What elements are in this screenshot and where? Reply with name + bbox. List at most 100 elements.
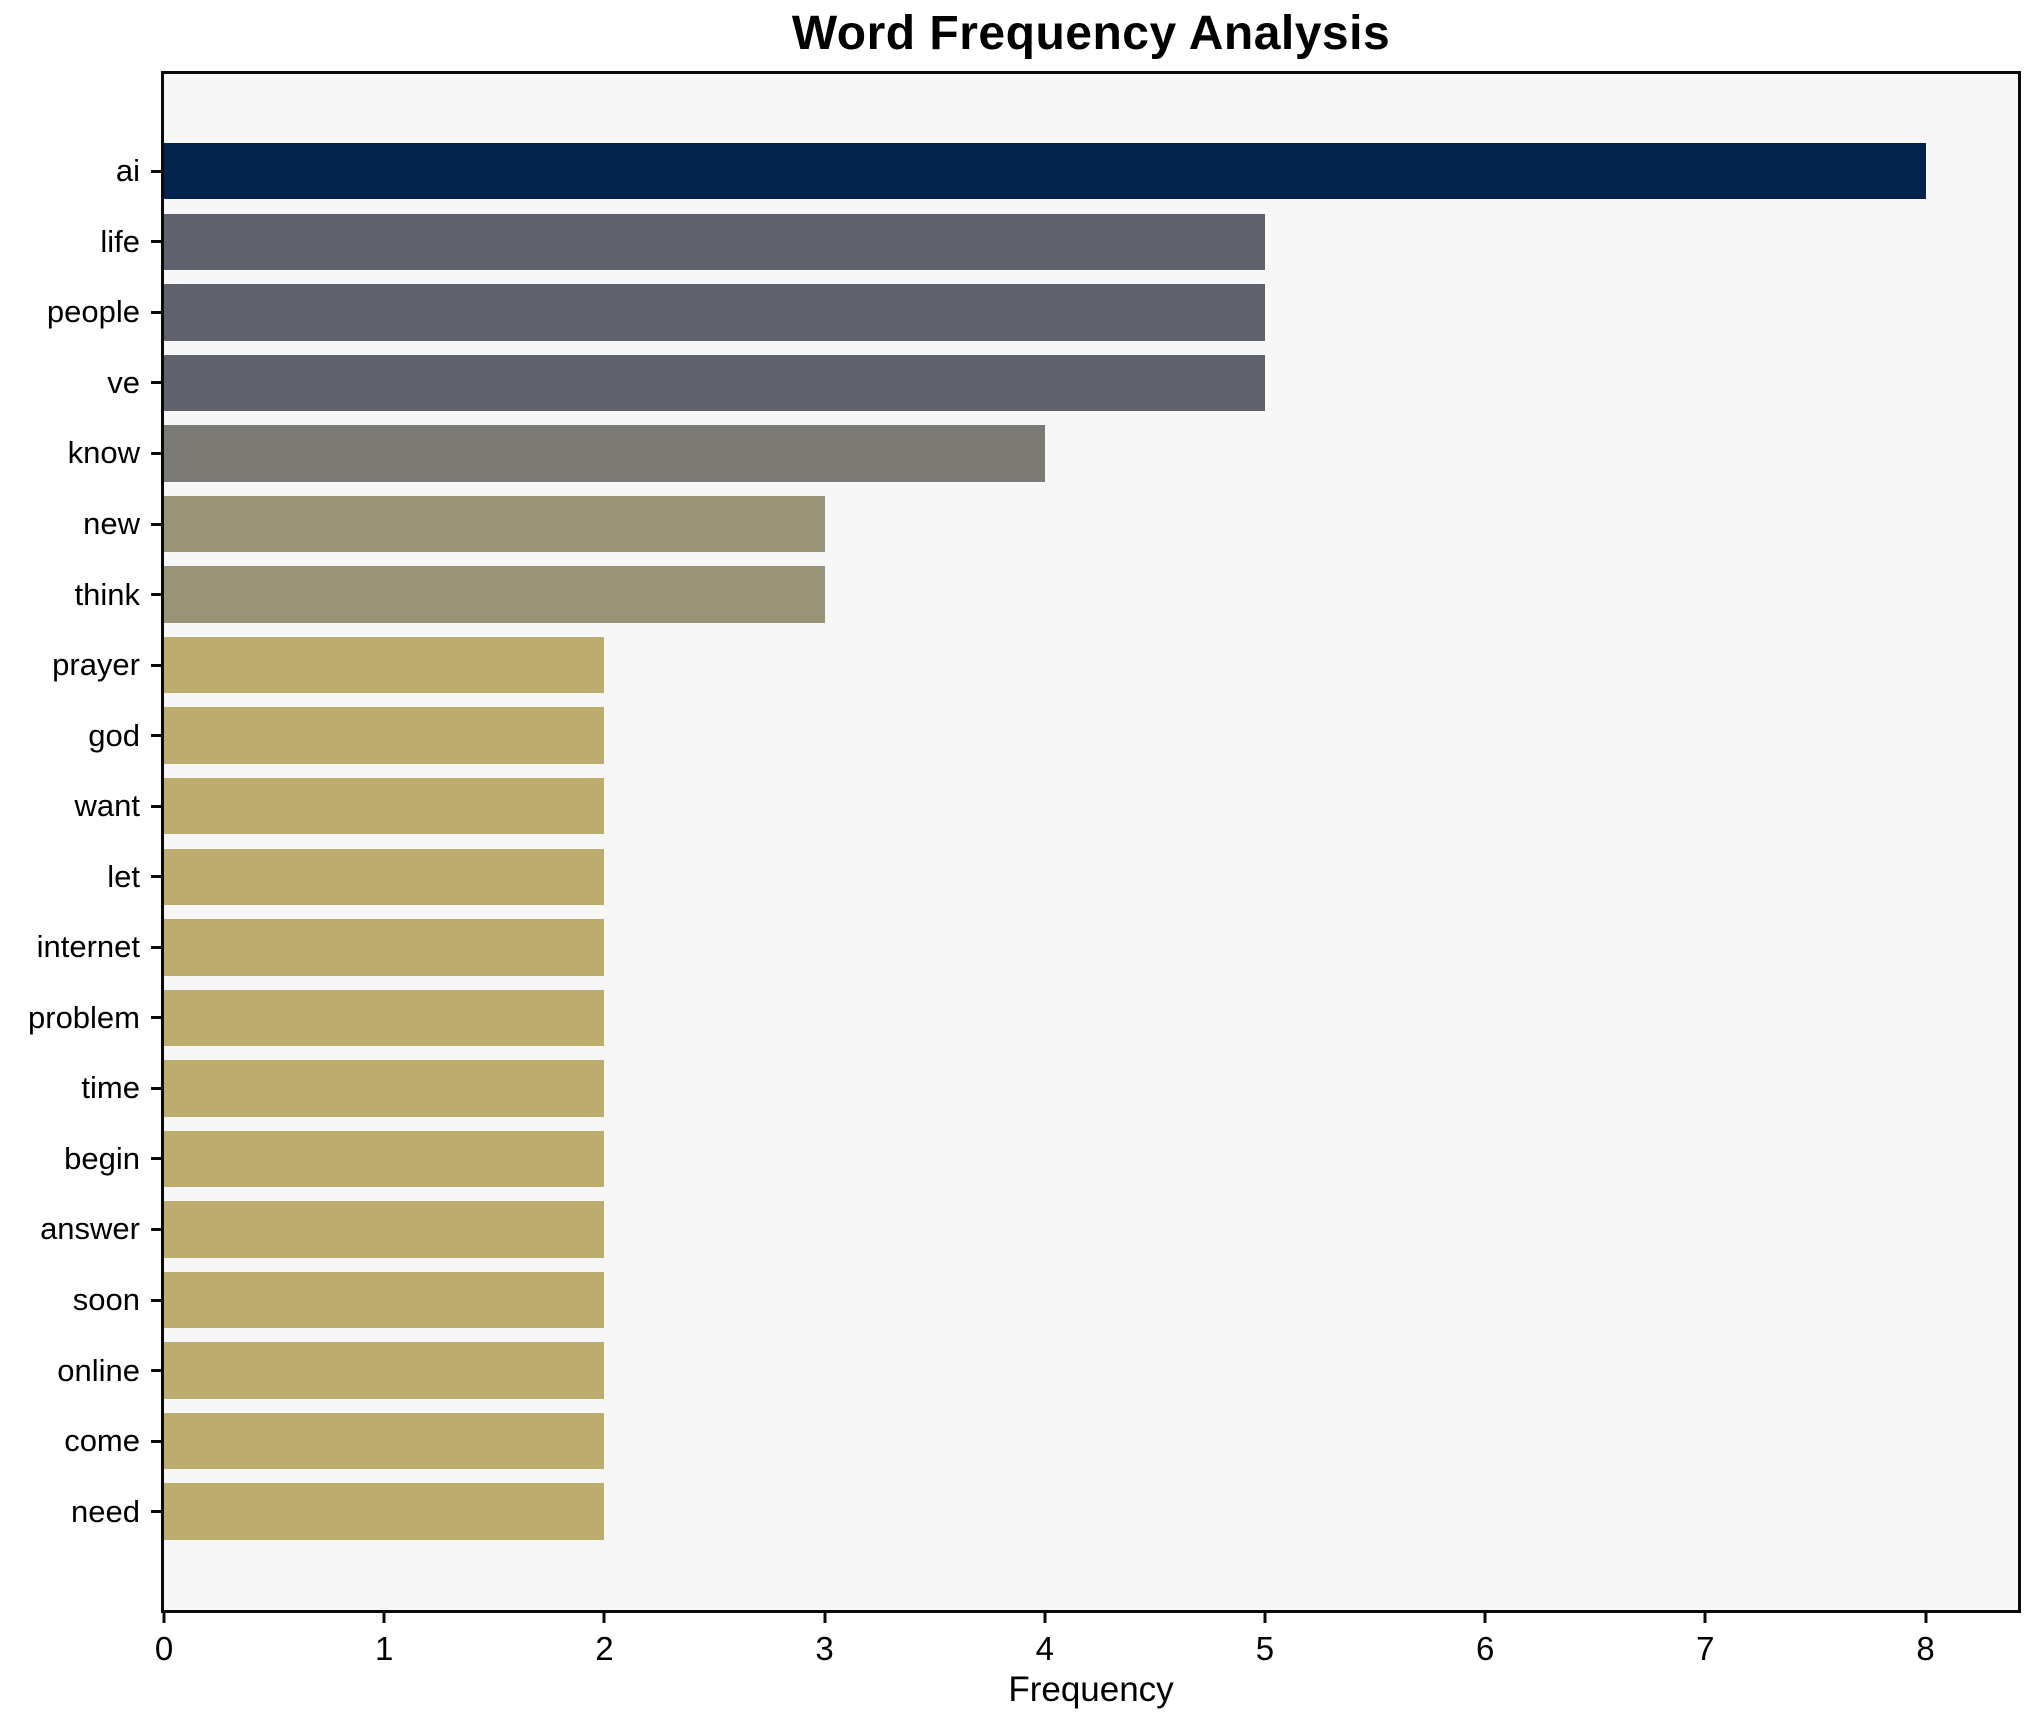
x-tick [382,1613,386,1623]
y-tick-label: think [74,576,140,612]
bar-row: answer [40,1194,2018,1265]
bar [164,989,605,1047]
y-tick [151,522,161,526]
bar-row: know [68,418,2018,489]
y-tick [151,1227,161,1231]
y-tick [151,310,161,314]
bar-row: online [57,1335,2018,1406]
x-tick-label: 8 [1916,1630,1935,1667]
y-tick-label: online [57,1352,140,1388]
x-tick-label: 4 [1035,1630,1054,1667]
y-tick [151,451,161,455]
bar-row: problem [28,983,2018,1054]
y-tick [151,593,161,597]
bar-row: soon [73,1265,2018,1336]
bar-row: time [81,1053,2018,1124]
y-tick-label: know [67,435,140,471]
plot-area: ai life people ve know new think prayer god want l… [28,71,2021,1665]
y-tick [151,1086,161,1090]
y-tick [151,734,161,738]
bar-row: life [100,207,2018,278]
bar [164,495,825,553]
y-tick-label: time [81,1070,140,1106]
bar [164,707,605,764]
bar-row: new [83,489,2018,560]
x-tick [602,1613,606,1623]
x-tick-label: 5 [1255,1630,1275,1667]
bars-area: ai life people ve know new think prayer god want l… [28,136,2018,1547]
bar [164,777,605,835]
y-tick-label: let [107,858,140,894]
y-tick [151,381,161,385]
y-tick [151,663,161,667]
y-tick-label: ve [107,364,140,400]
x-tick-label: 6 [1475,1630,1495,1667]
bar-row: god [88,700,2018,771]
x-tick [162,1613,166,1623]
y-tick-label: god [88,717,140,753]
y-tick [151,875,161,879]
bar [164,636,605,694]
bar [164,1130,605,1188]
y-tick-label: answer [40,1211,140,1247]
x-tick-label: 2 [595,1630,614,1667]
bar-row: ai [116,136,2018,207]
y-tick [151,1298,161,1302]
y-tick-label: life [100,223,140,259]
y-tick-label: ai [115,153,140,189]
y-tick [151,1510,161,1514]
x-tick [1483,1613,1487,1623]
bar-row: internet [37,912,2018,983]
y-tick-label: want [74,788,140,824]
x-tick-label: 0 [154,1630,174,1667]
bar [164,213,1265,271]
bar-row: need [71,1476,2018,1547]
y-tick-label: people [46,294,140,330]
y-tick-label: new [83,505,140,541]
y-tick-label: begin [64,1140,140,1176]
x-axis-label: Frequency [1008,1670,1174,1709]
y-tick-label: need [71,1493,140,1529]
bar [164,1342,605,1399]
bar [164,1271,605,1329]
bar-row: come [64,1406,2018,1477]
y-tick [151,945,161,949]
x-tick [1703,1613,1707,1623]
y-tick [151,169,161,173]
y-tick-label: internet [36,929,140,965]
y-tick [151,240,161,244]
y-tick-label: prayer [52,646,140,682]
bar-row: prayer [52,630,2018,701]
chart-title: Word Frequency Analysis [791,7,1391,60]
x-tick [1924,1613,1928,1623]
x-tick [1043,1613,1047,1623]
x-tick-label: 1 [375,1630,394,1667]
bar [164,1483,605,1540]
x-tick [1263,1613,1267,1623]
y-tick [151,1157,161,1161]
y-tick [151,1369,161,1373]
y-tick [151,1016,161,1020]
y-tick-label: come [64,1422,140,1458]
bar [164,1201,605,1258]
bar-row: begin [64,1124,2018,1195]
bar [164,425,1045,482]
bar [164,143,1926,200]
bar [164,919,605,976]
bar [164,848,605,905]
bar-row: people [47,277,2018,348]
x-tick [823,1613,827,1623]
bar [164,1060,605,1117]
y-tick [151,1439,161,1443]
y-tick [151,804,161,808]
y-tick-label: problem [28,999,140,1035]
bar [164,566,825,623]
bar [164,284,1265,341]
bar-row: think [75,559,2018,630]
y-tick-label: soon [72,1281,140,1317]
x-tick-label: 3 [815,1630,834,1667]
bar [164,1412,605,1470]
bar-row: let [107,841,2018,912]
bar [164,354,1265,412]
